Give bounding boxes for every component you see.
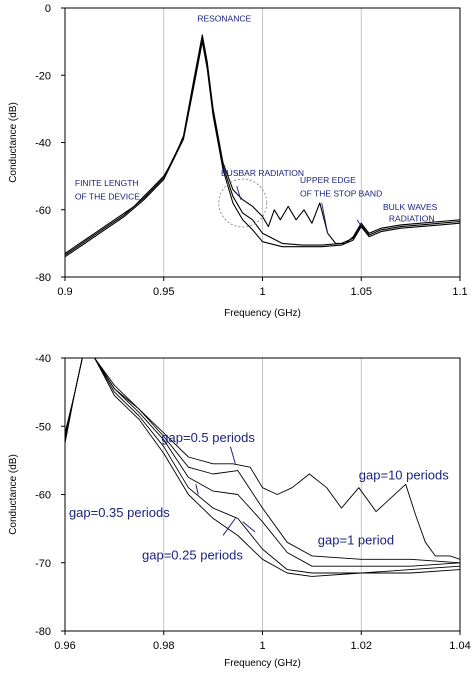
top-panel: 0.9 0.95 1 1.05 1.1 0 -20 -40 -60 -80 Frequency (G… bbox=[8, 3, 468, 319]
chart2-annotation: gap=1 period bbox=[318, 532, 394, 547]
chart1-annotation: FINITE LENGTH bbox=[75, 178, 139, 188]
chart2-annotation: gap=0.35 periods bbox=[69, 505, 170, 520]
chart1-x-axis-label: Frequency (GHz) bbox=[224, 308, 301, 319]
chart2-series-gap-10-periods bbox=[82, 358, 460, 560]
chart1-x-tick-label: 1 bbox=[259, 286, 265, 298]
chart1-annotation: BUSBAR RADIATION bbox=[221, 168, 304, 178]
chart2-series-gap-0-25-periods bbox=[65, 358, 460, 577]
bulk-waves-arrow bbox=[356, 219, 362, 227]
busbar-highlight-circle bbox=[218, 178, 268, 228]
chart2-annotation: gap=0.5 periods bbox=[161, 430, 255, 445]
chart1-y-axis-label: Conductance (dB) bbox=[8, 102, 19, 183]
gap-0-25-arrow bbox=[222, 518, 236, 536]
chart1-annotation: RESONANCE bbox=[197, 13, 251, 23]
chart1-x-tick-label: 1.1 bbox=[452, 286, 467, 298]
gap-0-35-arrow bbox=[195, 484, 199, 495]
chart1-y-tick-label: 0 bbox=[45, 3, 51, 15]
chart2-annotation: gap=0.25 periods bbox=[142, 547, 243, 562]
chart2-y-tick-label: -70 bbox=[35, 558, 51, 570]
chart1-x-tick-label: 1.05 bbox=[351, 286, 372, 298]
chart1-annotation: RADIATION bbox=[389, 214, 435, 224]
chart2-series-gap-0-5-periods bbox=[65, 358, 460, 564]
chart2-y-tick-label: -60 bbox=[35, 490, 51, 502]
chart2-y-tick-label: -40 bbox=[35, 353, 51, 365]
chart1-y-tick-label: -60 bbox=[35, 205, 51, 217]
bottom-panel: 0.96 0.98 1 1.02 1.04 -40 -50 -60 -70 -80 Frequenc… bbox=[8, 353, 471, 669]
chart1-annotation: BULK WAVES bbox=[383, 202, 438, 212]
chart2-x-tick-label: 1.04 bbox=[449, 640, 470, 652]
chart2-x-axis-label: Frequency (GHz) bbox=[224, 658, 301, 669]
chart2-series-gap-1-period bbox=[65, 358, 460, 567]
chart2-annotation: gap=10 periods bbox=[359, 467, 449, 482]
chart2-x-tick-label: 1.02 bbox=[351, 640, 372, 652]
chart1-x-tick-label: 0.95 bbox=[153, 286, 174, 298]
gap-1-arrow bbox=[242, 521, 256, 533]
chart2-x-tick-label: 0.96 bbox=[54, 640, 75, 652]
chart2-x-tick-label: 1 bbox=[259, 640, 265, 652]
chart1-annotation: OF THE STOP BAND bbox=[300, 188, 382, 198]
chart2-y-axis-label: Conductance (dB) bbox=[8, 454, 19, 535]
chart1-annotation: OF THE DEVICE bbox=[75, 192, 140, 202]
chart1-y-tick-label: -20 bbox=[35, 70, 51, 82]
stop-band-arrow bbox=[321, 202, 329, 234]
chart1-annotation: UPPER EDGE bbox=[300, 175, 356, 185]
chart1-series-3 bbox=[65, 41, 460, 258]
chart2-y-tick-label: -50 bbox=[35, 421, 51, 433]
chart1-y-tick-label: -40 bbox=[35, 138, 51, 150]
chart1-y-tick-label: -80 bbox=[35, 272, 51, 284]
chart2-series-gap-0-35-periods bbox=[65, 358, 460, 574]
chart2-y-tick-label: -80 bbox=[35, 626, 51, 638]
busbar-arrow bbox=[236, 186, 242, 200]
gap-0-5-arrow bbox=[229, 446, 236, 464]
chart1-x-tick-label: 0.9 bbox=[57, 286, 72, 298]
chart2-x-tick-label: 0.98 bbox=[153, 640, 174, 652]
chart1-series-2 bbox=[65, 37, 460, 256]
